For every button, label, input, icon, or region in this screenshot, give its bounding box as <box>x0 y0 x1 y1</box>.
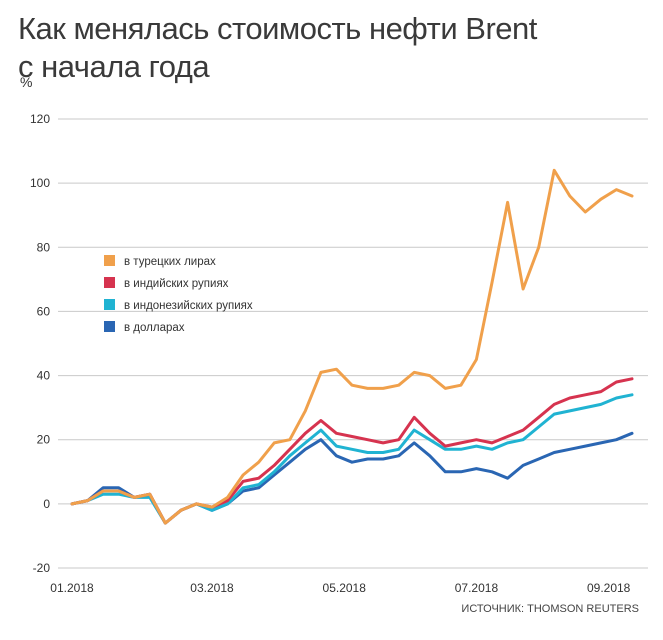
series-line <box>70 168 634 525</box>
x-tick-label: 01.2018 <box>50 581 94 595</box>
legend-label: в турецких лирах <box>124 256 216 268</box>
legend-swatch <box>104 277 115 288</box>
legend-swatch <box>104 321 115 332</box>
legend-swatch <box>104 255 115 266</box>
chart-title-line-1: Как менялась стоимость нефти Brent <box>18 11 537 46</box>
source-note: ИСТОЧНИК: THOMSON REUTERS <box>461 603 639 615</box>
legend-swatch <box>104 299 115 310</box>
y-tick-label: 0 <box>43 497 50 511</box>
series-line <box>70 377 634 525</box>
x-tick-label: 07.2018 <box>455 581 499 595</box>
legend-label: в индийских рупиях <box>124 278 229 290</box>
chart-title-line-2: с начала года <box>18 49 210 84</box>
y-tick-label: 100 <box>30 176 50 190</box>
y-tick-label: 80 <box>37 240 51 254</box>
grid <box>58 118 648 569</box>
y-axis-unit-label: % <box>20 74 33 90</box>
y-tick-label: 120 <box>30 112 50 126</box>
y-tick-label: 20 <box>37 433 51 447</box>
y-tick-label: -20 <box>33 561 51 575</box>
x-tick-label: 09.2018 <box>587 581 631 595</box>
x-tick-label: 05.2018 <box>323 581 367 595</box>
x-axis-ticks: 01.2018 03.2018 05.2018 07.2018 09.2018 <box>50 581 630 595</box>
y-axis-ticks: -20 0 20 40 60 80 100 120 <box>30 112 50 575</box>
legend-label: в индонезийских рупиях <box>124 300 253 312</box>
y-tick-label: 60 <box>37 304 51 318</box>
chart-title: Как менялась стоимость нефти Brent с нач… <box>18 10 638 86</box>
series-lines <box>70 168 634 525</box>
x-tick-label: 03.2018 <box>190 581 234 595</box>
legend: в турецких лирах в индийских рупиях в индо… <box>104 255 253 334</box>
legend-label: в долларах <box>124 322 185 334</box>
y-tick-label: 40 <box>37 369 51 383</box>
